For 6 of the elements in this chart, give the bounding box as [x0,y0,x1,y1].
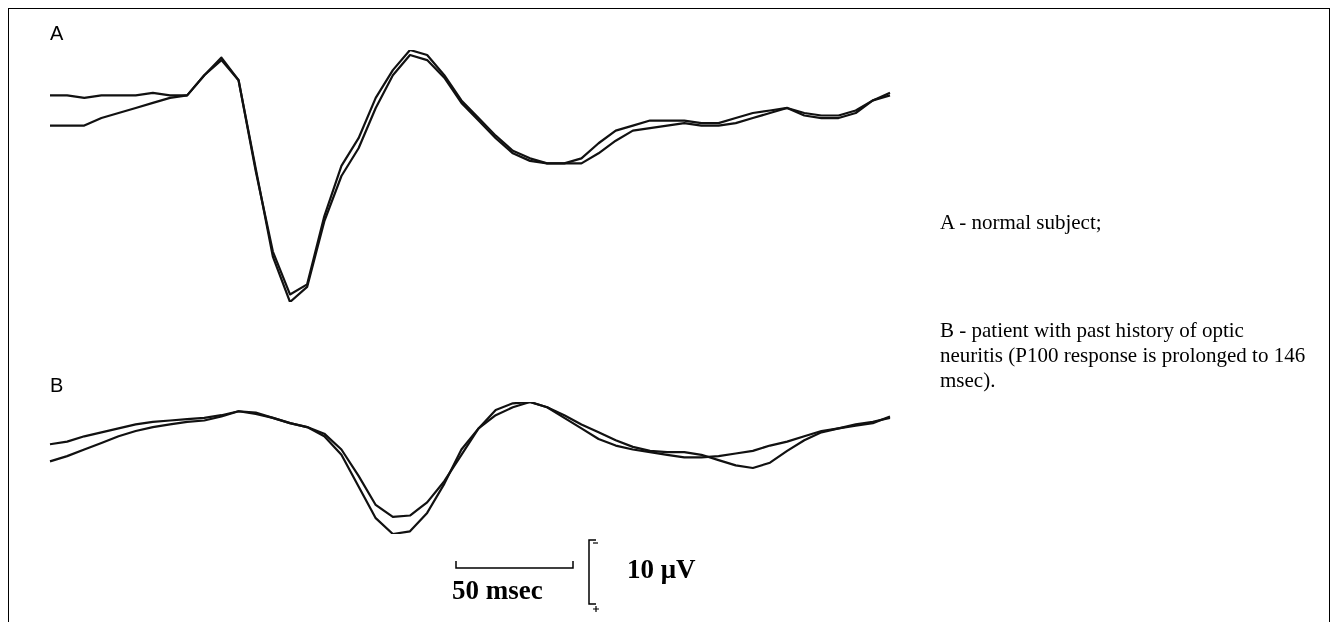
chart-title: A [50,21,64,44]
text: 50 msec [452,575,543,606]
text: 10 μV [627,554,696,585]
chart-title: B [50,373,64,396]
text: A - normal subject; [940,210,1103,235]
text: B - patient with past history of optic neuritis (P100 response is prolonged to 146 msec). [940,318,1307,393]
